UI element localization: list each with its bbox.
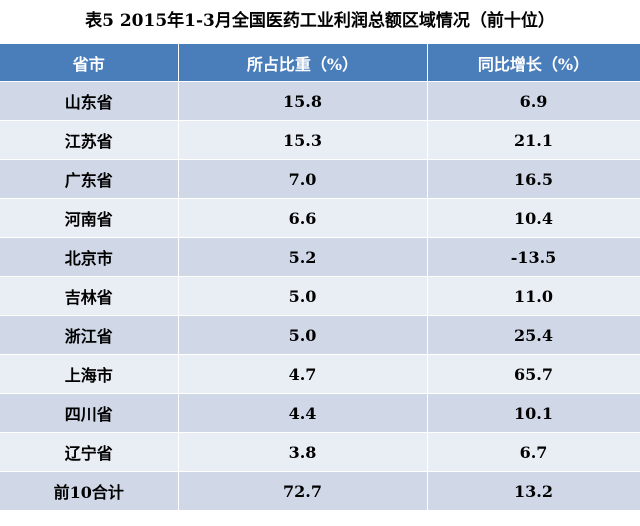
table-cell: 上海市 bbox=[0, 354, 179, 394]
table-row: 四川省 4.4 10.1 bbox=[0, 393, 640, 433]
header-cell: 同比增长（%） bbox=[427, 44, 640, 82]
table-row: 前10合计 72.7 13.2 bbox=[0, 471, 640, 511]
table-cell: 3.8 bbox=[178, 432, 428, 472]
table-title: 表5 2015年1-3月全国医药工业利润总额区域情况（前十位） bbox=[85, 11, 555, 31]
table-cell: 65.7 bbox=[427, 354, 640, 394]
table-cell: 10.4 bbox=[427, 198, 640, 238]
table-cell: 21.1 bbox=[427, 120, 640, 160]
table-cell: 15.8 bbox=[178, 81, 428, 121]
table-cell: 北京市 bbox=[0, 237, 179, 277]
table-row: 江苏省 15.3 21.1 bbox=[0, 120, 640, 160]
table-cell: 13.2 bbox=[427, 471, 640, 511]
table-cell: 6.9 bbox=[427, 81, 640, 121]
table-cell: 江苏省 bbox=[0, 120, 179, 160]
table-cell: 10.1 bbox=[427, 393, 640, 433]
table-cell: 6.7 bbox=[427, 432, 640, 472]
table-cell: 6.6 bbox=[178, 198, 428, 238]
header-row: 省市 所占比重（%） 同比增长（%） bbox=[0, 44, 640, 82]
table-row: 辽宁省 3.8 6.7 bbox=[0, 432, 640, 472]
table-row: 浙江省 5.0 25.4 bbox=[0, 315, 640, 355]
table-cell: 辽宁省 bbox=[0, 432, 179, 472]
table-body: 山东省 15.8 6.9 江苏省 15.3 21.1 广东省 7.0 16.5 河南省 6.6 10.… bbox=[0, 81, 640, 511]
table-cell: 25.4 bbox=[427, 315, 640, 355]
table-cell: 四川省 bbox=[0, 393, 179, 433]
table: 省市 所占比重（%） 同比增长（%） 山东省 15.8 6.9 江苏省 15.3 21.1 广东… bbox=[0, 44, 640, 511]
table-row: 北京市 5.2 -13.5 bbox=[0, 237, 640, 277]
table-cell: 广东省 bbox=[0, 159, 179, 199]
table-cell: 前10合计 bbox=[0, 471, 179, 511]
table-cell: 吉林省 bbox=[0, 276, 179, 316]
table-cell: 5.0 bbox=[178, 276, 428, 316]
table-cell: 7.0 bbox=[178, 159, 428, 199]
table-row: 上海市 4.7 65.7 bbox=[0, 354, 640, 394]
table-cell: 河南省 bbox=[0, 198, 179, 238]
header-cell: 所占比重（%） bbox=[178, 44, 428, 82]
table-cell: 15.3 bbox=[178, 120, 428, 160]
table-cell: 11.0 bbox=[427, 276, 640, 316]
table-cell: 72.7 bbox=[178, 471, 428, 511]
table-cell: 16.5 bbox=[427, 159, 640, 199]
table-cell: 4.4 bbox=[178, 393, 428, 433]
header-cell: 省市 bbox=[0, 44, 179, 82]
table-cell: 5.0 bbox=[178, 315, 428, 355]
table-cell: 4.7 bbox=[178, 354, 428, 394]
table-row: 河南省 6.6 10.4 bbox=[0, 198, 640, 238]
table-cell: 浙江省 bbox=[0, 315, 179, 355]
table-head: 省市 所占比重（%） 同比增长（%） bbox=[0, 44, 640, 82]
table-row: 广东省 7.0 16.5 bbox=[0, 159, 640, 199]
table-cell: 5.2 bbox=[178, 237, 428, 277]
table-row: 吉林省 5.0 11.0 bbox=[0, 276, 640, 316]
table-cell: 山东省 bbox=[0, 81, 179, 121]
table-cell: -13.5 bbox=[427, 237, 640, 277]
table-row: 山东省 15.8 6.9 bbox=[0, 81, 640, 121]
